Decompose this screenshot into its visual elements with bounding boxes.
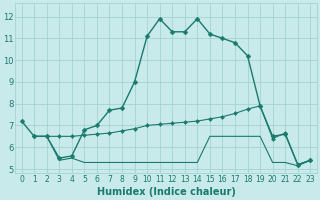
X-axis label: Humidex (Indice chaleur): Humidex (Indice chaleur): [97, 187, 236, 197]
